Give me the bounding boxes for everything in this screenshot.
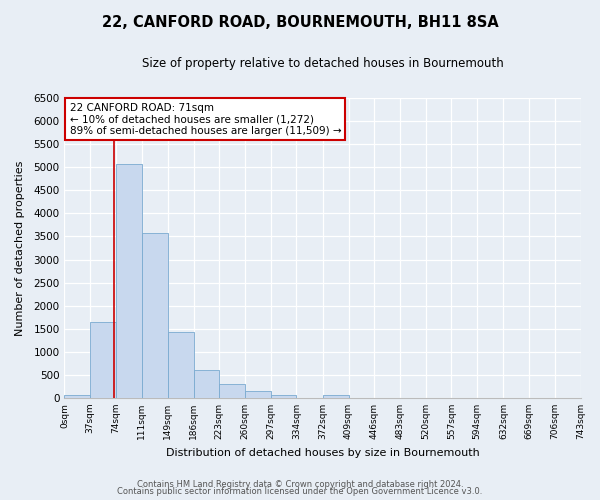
Text: 22, CANFORD ROAD, BOURNEMOUTH, BH11 8SA: 22, CANFORD ROAD, BOURNEMOUTH, BH11 8SA — [101, 15, 499, 30]
Bar — [90, 322, 116, 398]
Bar — [64, 395, 90, 398]
Bar — [168, 332, 194, 398]
Text: Contains HM Land Registry data © Crown copyright and database right 2024.: Contains HM Land Registry data © Crown c… — [137, 480, 463, 489]
Bar — [220, 384, 245, 398]
Y-axis label: Number of detached properties: Number of detached properties — [15, 160, 25, 336]
Text: Contains public sector information licensed under the Open Government Licence v3: Contains public sector information licen… — [118, 487, 482, 496]
Bar — [245, 391, 271, 398]
Bar — [323, 395, 349, 398]
X-axis label: Distribution of detached houses by size in Bournemouth: Distribution of detached houses by size … — [166, 448, 479, 458]
Bar — [271, 395, 296, 398]
Bar — [142, 233, 168, 398]
Title: Size of property relative to detached houses in Bournemouth: Size of property relative to detached ho… — [142, 58, 503, 70]
Text: 22 CANFORD ROAD: 71sqm
← 10% of detached houses are smaller (1,272)
89% of semi-: 22 CANFORD ROAD: 71sqm ← 10% of detached… — [70, 102, 341, 136]
Bar — [194, 370, 220, 398]
Bar — [116, 164, 142, 398]
